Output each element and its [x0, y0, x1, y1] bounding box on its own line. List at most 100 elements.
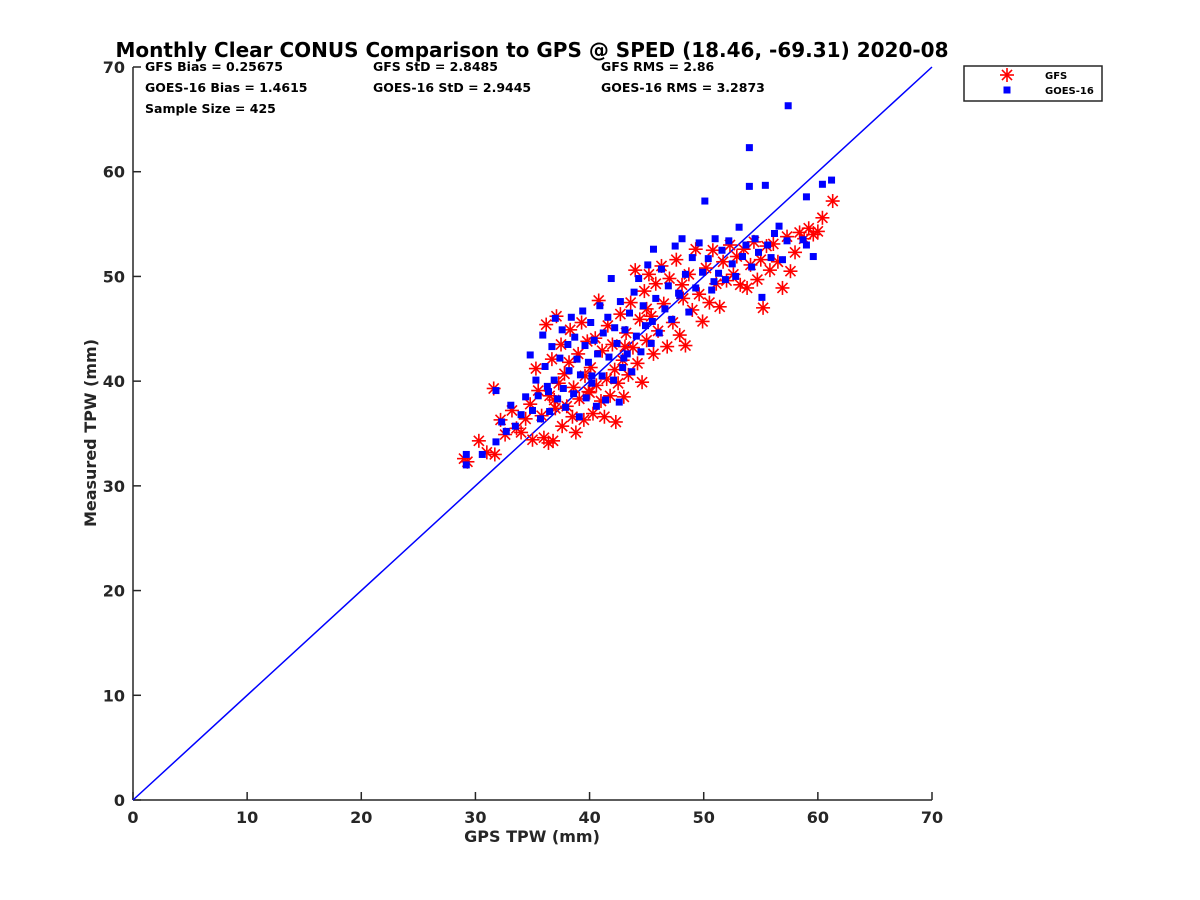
goes-16-point: [605, 353, 613, 361]
goes-16-point: [539, 331, 547, 339]
goes-16-point: [764, 241, 772, 249]
stat-goes-bias: GOES-16 Bias = 1.4615: [145, 80, 307, 95]
goes-16-point: [649, 245, 657, 253]
gfs-point: [597, 409, 612, 424]
y-tick-label: 70: [103, 58, 125, 77]
goes-16-point: [695, 239, 703, 247]
stat-goes-rms: GOES-16 RMS = 3.2873: [601, 80, 765, 95]
goes-16-point: [559, 384, 567, 392]
goes-16-point: [770, 229, 778, 237]
goes-16-point: [704, 255, 712, 263]
goes-16-point: [657, 265, 665, 273]
goes-16-point: [582, 394, 590, 402]
plot-area: 0 10 20 30 40 50 60 70 0 10 20 30 40 50 60 70: [103, 58, 943, 827]
x-tick-label: 30: [464, 808, 486, 827]
gfs-point: [555, 419, 570, 434]
goes-16-point: [711, 235, 719, 243]
y-tick-label: 20: [103, 582, 125, 601]
goes-16-point: [621, 326, 629, 334]
goes-16-point: [635, 275, 643, 283]
goes-16-point: [492, 438, 500, 446]
goes-16-point: [828, 176, 836, 184]
goes-16-point: [526, 351, 534, 359]
goes-16-point: [725, 237, 733, 245]
gfs-point: [775, 280, 790, 295]
goes-16-point: [637, 348, 645, 356]
gfs-point: [608, 414, 623, 429]
y-tick-label: 30: [103, 477, 125, 496]
goes-16-point: [599, 329, 607, 337]
goes-16-point: [522, 393, 530, 401]
goes-16-point: [588, 372, 596, 380]
gfs-point: [623, 295, 638, 310]
goes-16-point: [626, 309, 634, 317]
legend: GFS GOES-16: [963, 65, 1103, 102]
goes-16-point: [562, 403, 570, 411]
goes-16-point: [778, 256, 786, 264]
gfs-point: [525, 432, 540, 447]
x-tick-label: 50: [693, 808, 715, 827]
goes-16-point: [529, 406, 536, 414]
goes-16-point: [799, 236, 807, 244]
gfs-point: [669, 252, 684, 267]
gfs-point: [546, 433, 561, 448]
goes-16-point: [584, 358, 592, 366]
goes-16-point: [492, 387, 500, 395]
goes-16-point: [619, 364, 627, 372]
goes-16-point: [558, 326, 566, 334]
gfs-point: [825, 194, 840, 209]
goes-16-point: [571, 333, 579, 341]
x-tick-label: 40: [578, 808, 600, 827]
y-tick-label: 10: [103, 686, 125, 705]
gfs-point: [660, 339, 675, 354]
goes-16-point: [534, 392, 542, 400]
goes-16-point: [676, 291, 684, 299]
goes-16-point: [718, 246, 726, 254]
goes-16-point: [498, 418, 506, 426]
goes-16-point: [623, 350, 631, 358]
goes-16-point: [681, 270, 689, 278]
goes-16-point: [587, 319, 595, 327]
goes-16-point: [761, 181, 769, 189]
goes-16-point: [742, 241, 750, 249]
goes-16-point: [613, 339, 621, 347]
goes-16-point: [594, 350, 602, 358]
gfs-point: [487, 447, 502, 462]
goes-16-point: [678, 235, 686, 243]
goes-16-point: [648, 317, 656, 325]
gfs-point: [810, 224, 825, 239]
goes-16-point: [610, 376, 618, 384]
x-tick-label: 70: [921, 808, 943, 827]
goes-16-point: [592, 402, 600, 410]
goes-16-point: [701, 197, 709, 205]
x-tick-label: 0: [127, 808, 138, 827]
gfs-point: [716, 254, 731, 269]
goes-16-point: [710, 278, 718, 286]
gfs-point: [695, 314, 710, 329]
gfs-point: [607, 362, 622, 377]
goes-16-point: [536, 415, 544, 423]
goes-16-point: [517, 411, 525, 419]
goes-16-point: [546, 408, 554, 416]
gfs-point: [740, 280, 755, 295]
y-tick-label: 40: [103, 372, 125, 391]
gfs-point: [646, 346, 661, 361]
legend-marker-goes-16: [1003, 86, 1011, 94]
goes-16-point: [462, 450, 470, 458]
gfs-point: [628, 263, 643, 278]
goes-16-point: [699, 268, 707, 276]
goes-16-point: [739, 253, 747, 261]
goes-16-point: [644, 261, 652, 269]
gfs-point: [637, 284, 652, 299]
gfs-point: [788, 245, 803, 260]
goes-16-point: [611, 324, 619, 332]
goes-16-point: [692, 284, 700, 292]
goes-16-point: [607, 275, 615, 283]
goes-16-point: [581, 342, 589, 350]
series-goes-16: [462, 102, 836, 469]
goes-16-point: [630, 288, 638, 296]
gfs-point: [539, 317, 554, 332]
goes-16-point: [818, 180, 826, 188]
goes-16-point: [775, 222, 783, 230]
goes-16-point: [728, 260, 736, 268]
